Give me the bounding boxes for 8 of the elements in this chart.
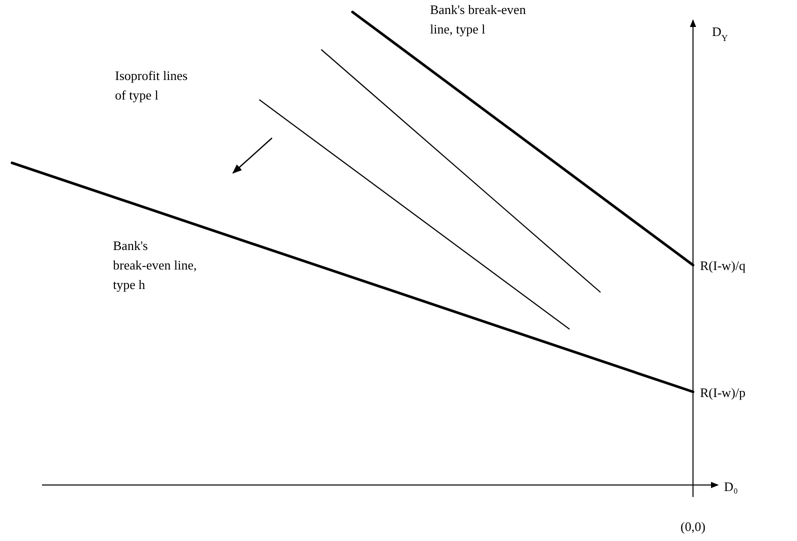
- annotation: R(I-w)/p: [700, 384, 746, 400]
- text: (0,0): [680, 519, 706, 534]
- x-axis-title: D₀: [724, 479, 738, 494]
- annotation: R(I-w)/q: [700, 258, 746, 274]
- annotation: Bank's break-even line, type l: [430, 2, 526, 36]
- annotation: Isoprofit lines of type l: [115, 68, 188, 102]
- y-axis-title: D$_{Y}$: [712, 24, 728, 43]
- annotation: Bank's break-even line, type h: [113, 238, 197, 292]
